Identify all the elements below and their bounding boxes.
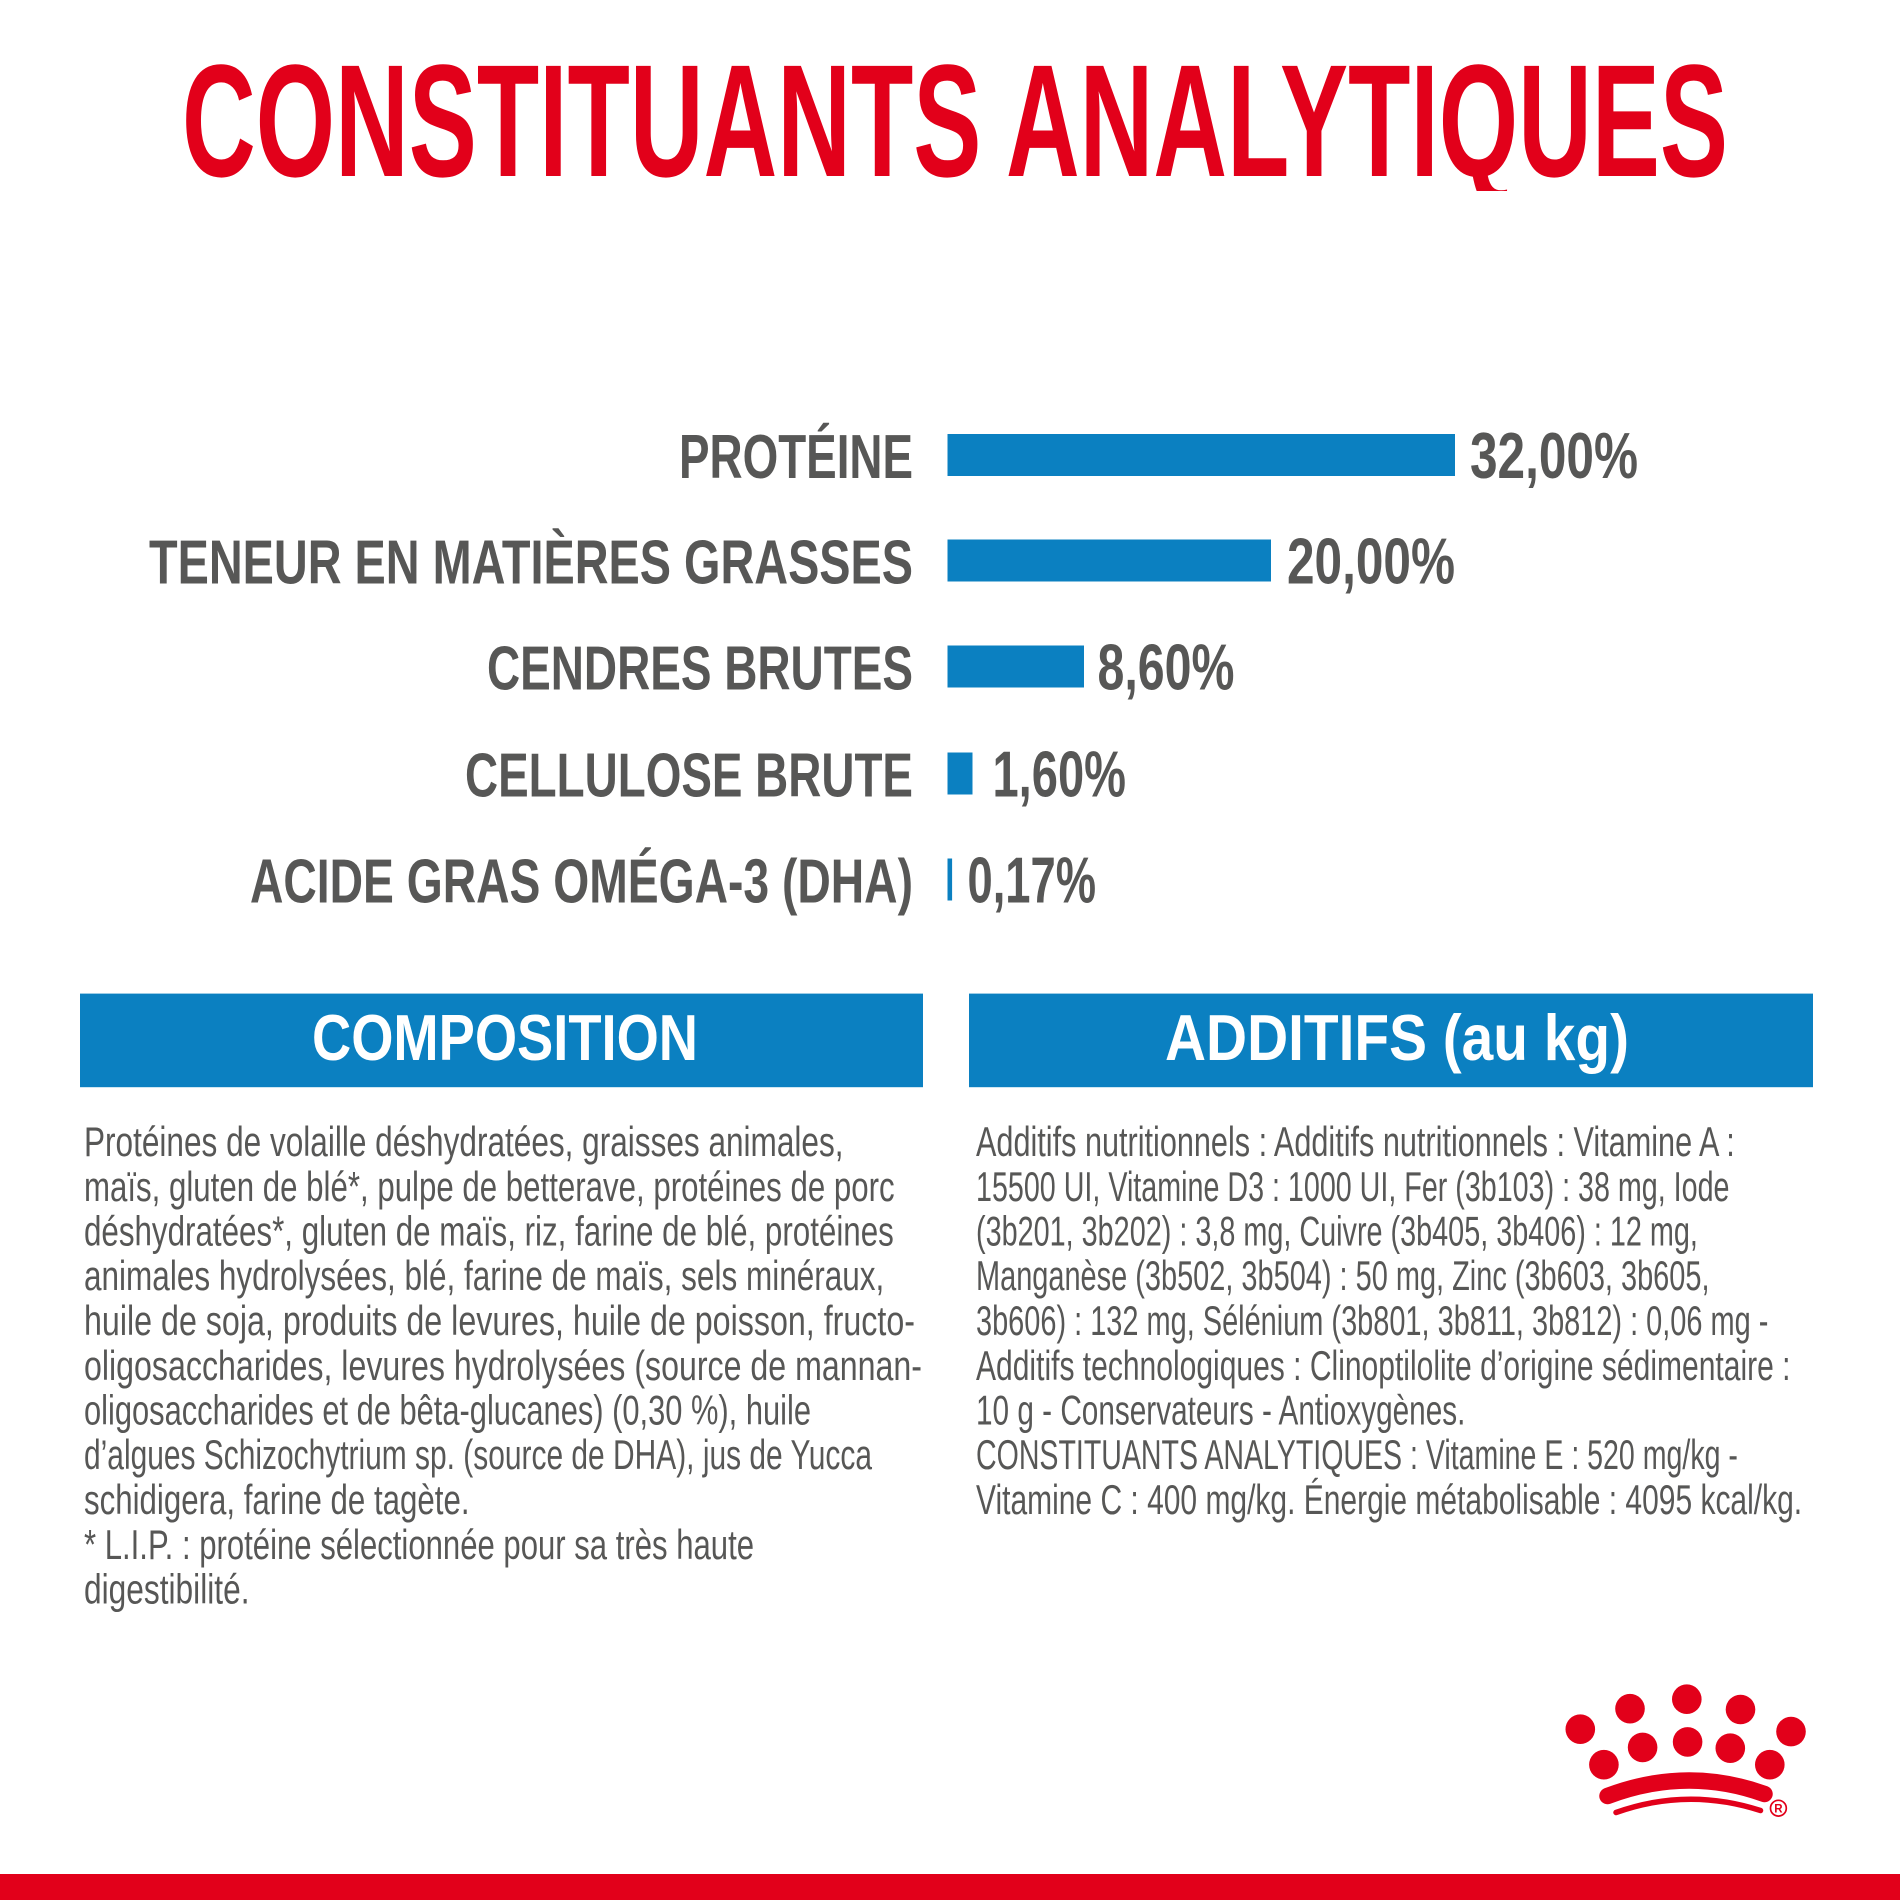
svg-text:huile de soja, produits de lev: huile de soja, produits de levures, huil… — [84, 1297, 915, 1344]
svg-text:32,00%: 32,00% — [1470, 419, 1638, 492]
svg-text:Protéines de volaille déshydra: Protéines de volaille déshydratées, grai… — [84, 1118, 844, 1165]
svg-text:10 g - Conservateurs - Antioxy: 10 g - Conservateurs - Antioxygènes. — [976, 1387, 1465, 1434]
svg-text:COMPOSITION: COMPOSITION — [312, 1001, 698, 1074]
svg-text:Additifs nutritionnels : Addit: Additifs nutritionnels : Additifs nutrit… — [976, 1118, 1735, 1165]
svg-text:d’algues Schizochytrium sp. (s: d’algues Schizochytrium sp. (source de D… — [84, 1431, 872, 1478]
svg-text:20,00%: 20,00% — [1287, 525, 1455, 598]
svg-text:CELLULOSE BRUTE: CELLULOSE BRUTE — [465, 742, 913, 811]
svg-text:CONSTITUANTS ANALYTIQUES: CONSTITUANTS ANALYTIQUES — [182, 31, 1728, 210]
svg-text:schidigera, farine de tagète.: schidigera, farine de tagète. — [84, 1476, 470, 1523]
svg-text:Manganèse (3b502, 3b504) : 50: Manganèse (3b502, 3b504) : 50 mg, Zinc (… — [976, 1252, 1710, 1299]
svg-text:ACIDE GRAS OMÉGA-3 (DHA): ACIDE GRAS OMÉGA-3 (DHA) — [250, 848, 913, 917]
svg-text:3b606) : 132 mg, Sélénium (3b8: 3b606) : 132 mg, Sélénium (3b801, 3b811,… — [976, 1297, 1768, 1344]
svg-text:TENEUR EN MATIÈRES GRASSES: TENEUR EN MATIÈRES GRASSES — [149, 529, 913, 598]
svg-text:0,17%: 0,17% — [968, 844, 1097, 917]
svg-text:CENDRES BRUTES: CENDRES BRUTES — [487, 635, 913, 704]
svg-text:oligosaccharides, levures hydr: oligosaccharides, levures hydrolysées (s… — [84, 1342, 922, 1389]
svg-text:* L.I.P. : protéine sélectionn: * L.I.P. : protéine sélectionnée pour sa… — [84, 1521, 754, 1568]
svg-text:Vitamine C : 400 mg/kg. Énergi: Vitamine C : 400 mg/kg. Énergie métaboli… — [976, 1476, 1802, 1523]
svg-text:Additifs technologiques : Clin: Additifs technologiques : Clinoptilolite… — [976, 1342, 1791, 1389]
svg-text:15500 UI, Vitamine D3 : 1000 U: 15500 UI, Vitamine D3 : 1000 UI, Fer (3b… — [976, 1163, 1730, 1210]
svg-text:CONSTITUANTS ANALYTIQUES : Vit: CONSTITUANTS ANALYTIQUES : Vitamine E : … — [976, 1431, 1738, 1478]
svg-text:8,60%: 8,60% — [1098, 631, 1235, 704]
svg-text:PROTÉINE: PROTÉINE — [679, 423, 913, 492]
svg-text:oligosaccharides et de bêta-gl: oligosaccharides et de bêta-glucanes) (0… — [84, 1387, 811, 1434]
svg-text:ADDITIFS (au kg): ADDITIFS (au kg) — [1165, 1001, 1629, 1074]
svg-text:R: R — [1774, 1804, 1783, 1816]
svg-text:1,60%: 1,60% — [993, 738, 1127, 811]
svg-text:animales hydrolysées, blé, far: animales hydrolysées, blé, farine de maï… — [84, 1252, 884, 1299]
svg-text:(3b201, 3b202) : 3,8 mg, Cuivr: (3b201, 3b202) : 3,8 mg, Cuivre (3b405, … — [976, 1208, 1698, 1255]
svg-text:maïs, gluten de blé*, pulpe de: maïs, gluten de blé*, pulpe de betterave… — [84, 1163, 895, 1210]
svg-text:déshydratées*, gluten de maïs,: déshydratées*, gluten de maïs, riz, fari… — [84, 1208, 894, 1255]
svg-text:digestibilité.: digestibilité. — [84, 1566, 250, 1613]
